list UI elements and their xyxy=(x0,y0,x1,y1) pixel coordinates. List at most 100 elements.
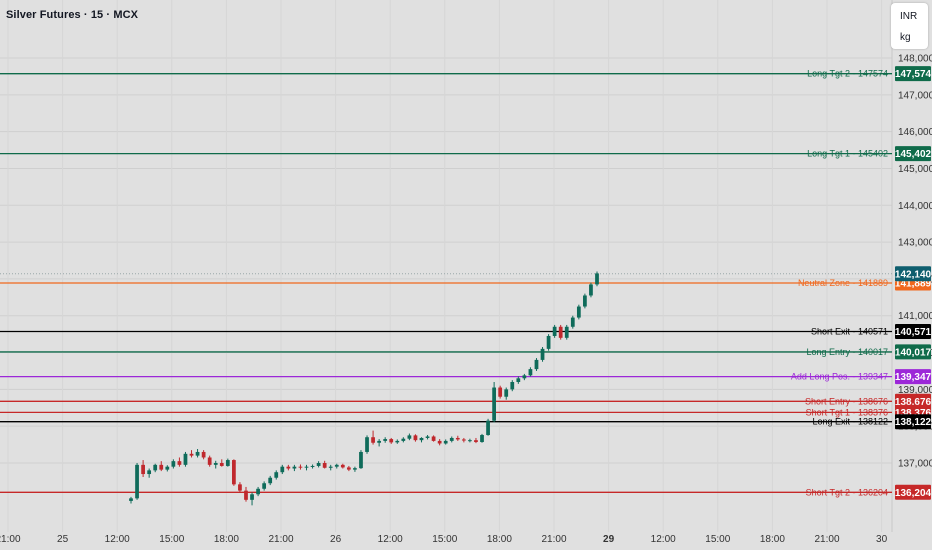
currency-unit-box[interactable]: INR kg xyxy=(891,3,928,49)
price-badge-text-138-676: 138,676 xyxy=(895,397,932,408)
candle-body xyxy=(280,466,285,473)
candle-body xyxy=(383,439,388,441)
level-label-long-exit-138122: Long Exit - 138122 xyxy=(812,417,888,427)
level-label-add-long-pos-139347: Add Long Pos. - 139347 xyxy=(791,372,888,382)
candle-body xyxy=(159,464,164,470)
candle-body xyxy=(516,378,521,382)
candle-body xyxy=(346,467,351,470)
candle-body xyxy=(510,382,515,390)
candle-body xyxy=(498,387,503,397)
level-label-short-tgt-2-136204: Short Tgt 2 - 136204 xyxy=(806,487,888,497)
price-badge-last-price xyxy=(895,266,931,282)
candle-body xyxy=(262,483,267,489)
candle-body xyxy=(570,317,575,327)
candle-body xyxy=(413,435,418,441)
y-tick-label: 147,000 xyxy=(898,90,932,101)
candle-body xyxy=(595,273,599,285)
candle-body xyxy=(480,435,484,443)
candle-body xyxy=(201,451,206,458)
x-tick-label: 29 xyxy=(603,534,615,545)
candle-body xyxy=(195,451,200,456)
candle-body xyxy=(256,488,260,495)
candle-body xyxy=(268,477,273,484)
x-tick-label: 25 xyxy=(57,534,69,545)
candle-body xyxy=(238,484,242,491)
x-tick-label: 18:00 xyxy=(487,534,512,545)
currency-label: INR xyxy=(900,11,918,22)
price-badge-text-140-571: 140,571 xyxy=(895,327,932,338)
y-tick-label: 144,000 xyxy=(898,201,932,212)
level-label-short-entry-138676: Short Entry - 138676 xyxy=(805,396,888,406)
price-badge-text-last-price: 142,140 xyxy=(895,269,932,280)
candle-body xyxy=(486,420,490,436)
x-tick-label: 30 xyxy=(876,534,888,545)
candle-body xyxy=(153,464,158,471)
candle-body xyxy=(425,436,430,438)
candle-body xyxy=(522,375,527,379)
candle-body xyxy=(437,440,442,444)
candle-body xyxy=(449,437,454,441)
y-tick-label: 139,000 xyxy=(898,385,932,396)
candle-body xyxy=(135,464,139,499)
price-badge-text-136-204: 136,204 xyxy=(895,488,932,499)
candle-body xyxy=(395,440,400,443)
candle-body xyxy=(322,463,327,468)
candle-body xyxy=(371,437,375,443)
candle-body xyxy=(353,468,357,470)
price-badge-text-145-402: 145,402 xyxy=(895,149,932,160)
x-tick-label: 15:00 xyxy=(159,534,184,545)
level-label-long-tgt-1-145402: Long Tgt 1 - 145402 xyxy=(807,149,888,159)
candle-body xyxy=(183,453,188,465)
y-tick-label: 143,000 xyxy=(898,238,932,249)
y-tick-label: 146,000 xyxy=(898,127,932,138)
price-badge-147-574 xyxy=(895,66,931,82)
x-tick-label: 15:00 xyxy=(705,534,730,545)
candle-body xyxy=(389,439,394,443)
y-tick-label: 145,000 xyxy=(898,164,932,175)
candle-body xyxy=(455,437,460,440)
price-badge-text-147-574: 147,574 xyxy=(895,69,932,80)
candle-body xyxy=(365,437,369,452)
x-tick-label: 21:00 xyxy=(0,534,21,545)
candle-body xyxy=(474,440,478,443)
candle-body xyxy=(528,369,533,376)
candle-body xyxy=(564,326,569,338)
x-tick-label: 18:00 xyxy=(214,534,239,545)
x-tick-label: 18:00 xyxy=(760,534,785,545)
candle-body xyxy=(407,435,412,439)
price-badge-136-204 xyxy=(895,484,931,500)
candle-body xyxy=(244,490,248,500)
candle-body xyxy=(492,387,496,421)
candle-body xyxy=(340,464,345,468)
price-badge-text-139-347: 139,347 xyxy=(895,372,932,383)
level-label-neutral-zone-141889: Neutral Zone - 141889 xyxy=(798,278,888,288)
price-badge-139-347 xyxy=(895,369,931,385)
x-tick-label: 21:00 xyxy=(541,534,566,545)
candle-body xyxy=(310,465,315,467)
price-badge-140-571 xyxy=(895,324,931,340)
candle-body xyxy=(250,494,254,500)
candle-body xyxy=(225,460,230,466)
y-tick-label: 148,000 xyxy=(898,54,932,65)
candle-body xyxy=(540,348,545,360)
candle-body xyxy=(298,466,303,468)
candle-body xyxy=(177,461,182,465)
candle-body xyxy=(316,463,321,466)
candle-body xyxy=(213,463,218,465)
price-badge-text-138-376: 138,376 xyxy=(895,408,932,419)
candle-body xyxy=(546,335,551,349)
candle-body xyxy=(171,461,176,467)
candle-body xyxy=(274,472,279,478)
candle-body xyxy=(377,440,382,443)
candle-body xyxy=(431,436,436,441)
candle-body xyxy=(504,389,509,397)
candle-body xyxy=(147,470,152,475)
x-tick-label: 26 xyxy=(330,534,342,545)
candle-body xyxy=(468,440,472,442)
candle-body xyxy=(219,463,224,466)
candle-body xyxy=(401,438,406,441)
candle-body xyxy=(443,440,448,444)
x-tick-label: 12:00 xyxy=(651,534,676,545)
